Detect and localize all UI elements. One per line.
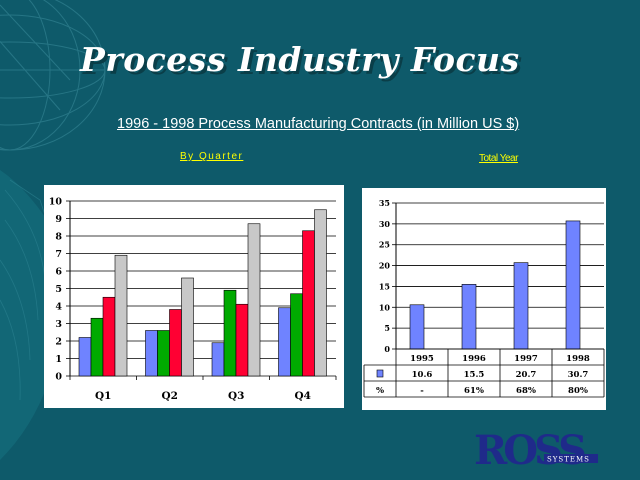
y-tick-label: 30 [379, 219, 391, 229]
table-value: 15.5 [464, 370, 485, 380]
bar [278, 307, 291, 377]
x-tick-label: Q3 [228, 390, 244, 402]
x-tick-label: 1998 [566, 354, 590, 364]
y-tick-label: 7 [55, 249, 62, 260]
table-percent: - [420, 386, 424, 396]
bar [114, 254, 128, 377]
y-tick-label: 6 [55, 267, 62, 278]
bar [409, 304, 425, 350]
x-tick-label: Q2 [162, 390, 178, 402]
bar [302, 230, 315, 377]
yearly-chart-background [362, 188, 606, 410]
x-tick-label: 1995 [410, 354, 434, 364]
bar [90, 317, 104, 377]
bar [314, 209, 327, 377]
series-key [376, 369, 384, 378]
y-tick-label: 15 [379, 281, 390, 291]
bar [78, 337, 92, 377]
logo-subtext: SYSTEMS [547, 456, 590, 464]
quarter-chart-label: By Quarter [180, 151, 244, 162]
y-tick-label: 4 [55, 302, 62, 313]
x-tick-label: Q1 [95, 390, 111, 402]
table-value: 30.7 [568, 370, 589, 380]
year-chart-label: Total Year [479, 153, 518, 164]
table-value: 10.6 [412, 370, 433, 380]
bar [157, 330, 170, 377]
table-row-label: % [376, 386, 384, 396]
bar [102, 296, 116, 377]
bar [565, 220, 581, 350]
bar [461, 284, 477, 350]
y-tick-label: 5 [384, 323, 390, 333]
table-percent: 80% [568, 386, 588, 396]
slide-subtitle: 1996 - 1998 Process Manufacturing Contra… [117, 116, 520, 132]
bar [290, 293, 303, 377]
x-tick-label: 1996 [462, 354, 486, 364]
bar [223, 289, 237, 377]
table-value: 20.7 [516, 370, 537, 380]
y-tick-label: 10 [49, 197, 63, 208]
x-tick-label: 1997 [514, 354, 538, 364]
ross-systems-logo: ROSS SYSTEMS [474, 430, 598, 470]
x-tick-label: Q4 [295, 390, 311, 402]
y-tick-label: 5 [55, 284, 62, 295]
y-tick-label: 8 [55, 232, 62, 243]
y-tick-label: 2 [55, 337, 62, 348]
bar [181, 277, 194, 377]
y-tick-label: 0 [55, 372, 62, 383]
y-tick-label: 9 [55, 214, 62, 225]
bar [145, 330, 158, 377]
bar [247, 223, 261, 377]
yearly-chart-group: 0 5 10 15 20 25 30 35 1995 10.6 - 1996 15.5 61% 1997 20… [362, 188, 606, 410]
table-percent: 61% [464, 386, 484, 396]
y-tick-label: 3 [55, 319, 62, 330]
y-tick-label: 1 [55, 354, 62, 365]
bar [169, 309, 182, 377]
slide-title: Process Industry Focus [80, 40, 520, 79]
y-tick-label: 0 [384, 344, 390, 354]
y-tick-label: 25 [379, 240, 390, 250]
bar [513, 262, 529, 350]
logo-text: ROSS [474, 430, 585, 470]
bar [211, 342, 225, 377]
bar [235, 303, 249, 377]
table-percent: 68% [516, 386, 536, 396]
quarterly-chart-group: 0 1 2 3 4 5 6 7 8 9 10 Q1 Q2 Q3 Q4 [44, 185, 344, 408]
y-tick-label: 20 [379, 261, 391, 271]
y-tick-label: 35 [379, 198, 390, 208]
y-tick-label: 10 [379, 302, 391, 312]
